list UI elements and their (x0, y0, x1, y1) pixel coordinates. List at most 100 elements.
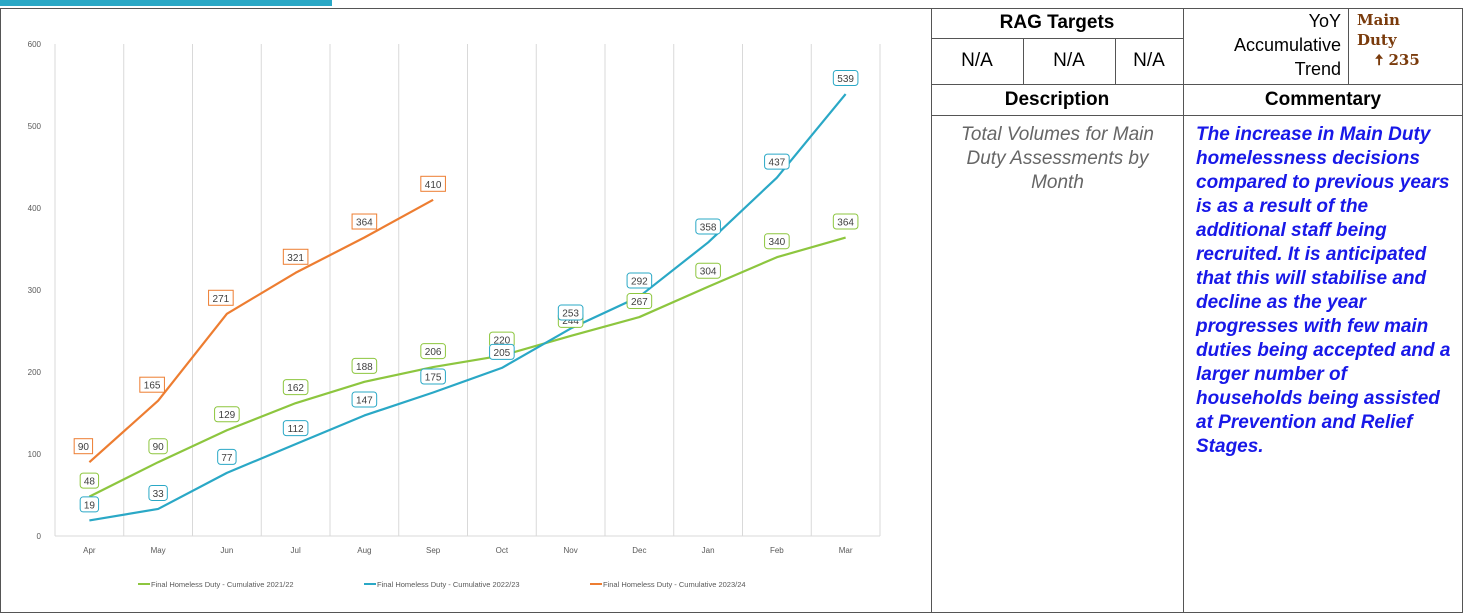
description-header: Description (1004, 88, 1110, 110)
data-label-box (420, 343, 446, 360)
data-label-box (695, 262, 721, 279)
data-label: 90 (78, 442, 90, 453)
rag-targets-title: RAG Targets (999, 12, 1115, 33)
data-label: 410 (425, 180, 442, 191)
data-label: 33 (153, 489, 165, 500)
data-label: 364 (356, 218, 373, 229)
data-label: 539 (837, 74, 854, 85)
x-tick-label: May (151, 546, 166, 555)
data-label: 437 (769, 158, 786, 169)
data-label-box (489, 343, 515, 360)
data-label: 271 (213, 294, 230, 305)
data-label-box (695, 218, 721, 235)
x-tick-label: Oct (496, 546, 509, 555)
data-label-box (217, 448, 237, 465)
data-label-box (148, 438, 168, 455)
panel-column-divider (1183, 8, 1184, 613)
data-label-box (148, 484, 168, 501)
data-label-box (351, 213, 378, 230)
data-label: 147 (356, 395, 373, 406)
data-label: 112 (288, 424, 304, 435)
data-label-box (79, 496, 100, 513)
y-tick-label: 500 (28, 122, 42, 131)
data-label: 48 (84, 477, 96, 488)
data-label: 129 (219, 410, 236, 421)
data-label-box (626, 272, 653, 289)
data-label: 206 (425, 347, 442, 358)
data-label: 175 (425, 373, 442, 384)
data-label: 292 (631, 277, 648, 288)
y-tick-label: 400 (28, 204, 42, 213)
rag-cell-divider (1115, 38, 1116, 84)
accumulative-line: Accumulative (1233, 35, 1341, 55)
data-label-box (420, 368, 446, 385)
data-label: 358 (700, 222, 717, 233)
data-label-box (626, 293, 653, 310)
description-text: Total Volumes for Main Duty Assessments … (961, 124, 1154, 193)
report-frame (0, 8, 1463, 613)
chart-area: 0 100 200 300 400 500 600 Apr May Jun Jul Aug Sep Oct… (0, 8, 932, 613)
legend-label: Final Homeless Duty - Cumulative 2021/22 (151, 580, 294, 589)
data-label: 205 (494, 348, 511, 359)
data-label: 340 (769, 237, 786, 248)
data-label: 220 (494, 336, 511, 347)
main-duty-trend: Main Duty 🠅 235 (1357, 10, 1457, 70)
data-label-box (764, 233, 790, 250)
panel-row-divider (931, 115, 1463, 116)
yoy-line: YoY (1308, 11, 1341, 31)
data-label: 364 (837, 218, 854, 229)
series-line (88, 236, 846, 498)
data-label-box (282, 379, 309, 396)
data-label-box (214, 406, 240, 423)
data-label: 244 (562, 316, 579, 327)
y-tick-label: 600 (28, 40, 42, 49)
main-duty-label-1: Main (1357, 11, 1400, 29)
y-tick-label: 200 (28, 368, 42, 377)
x-tick-label: Jan (702, 546, 715, 555)
data-label-box (139, 376, 165, 393)
x-tick-label: Feb (770, 546, 784, 555)
x-tick-label: Mar (839, 546, 853, 555)
trend-line: Trend (1294, 59, 1341, 79)
data-label-box (208, 289, 234, 306)
data-label: 267 (631, 297, 648, 308)
x-tick-label: Sep (426, 546, 441, 555)
data-label: 162 (287, 383, 304, 394)
cumulative-line-chart: 0 100 200 300 400 500 600 Apr May Jun Jul Aug Sep Oct… (28, 40, 881, 589)
data-label-box (557, 304, 584, 321)
x-tick-label: Jul (291, 546, 301, 555)
accent-bar (0, 0, 332, 6)
rag-row-divider (931, 38, 1183, 39)
data-label-box (73, 438, 94, 455)
data-label-box (351, 357, 378, 374)
data-label: 77 (221, 453, 233, 464)
y-tick-label: 300 (28, 286, 42, 295)
y-tick-label: 100 (28, 450, 42, 459)
data-label-box (282, 420, 309, 437)
panel-divider (931, 8, 932, 613)
main-duty-label-2: Duty (1357, 31, 1397, 49)
data-label: 90 (153, 442, 165, 453)
commentary-text: The increase in Main Duty homelessness d… (1196, 124, 1451, 457)
data-label-box (282, 248, 309, 265)
data-label: 19 (84, 500, 96, 511)
x-tick-label: Aug (357, 546, 371, 555)
yoy-trend-label: YoY Accumulative Trend (1186, 9, 1341, 81)
x-tick-label: Nov (564, 546, 578, 555)
data-label: 304 (700, 267, 717, 278)
x-tick-label: Apr (83, 546, 96, 555)
main-duty-trend-value: 🠅 235 (1375, 50, 1457, 70)
data-label: 321 (287, 253, 304, 264)
trend-cell-divider (1348, 8, 1349, 84)
series-line (88, 198, 434, 464)
legend-label: Final Homeless Duty - Cumulative 2023/24 (603, 580, 746, 589)
data-label-box (79, 472, 100, 489)
rag-target-green: N/A (1133, 50, 1165, 71)
data-label-box (832, 213, 859, 230)
y-tick-label: 0 (37, 532, 42, 541)
x-tick-label: Jun (220, 546, 233, 555)
rag-cell-divider (1023, 38, 1024, 84)
x-tick-label: Dec (632, 546, 646, 555)
data-label: 165 (144, 381, 161, 392)
commentary-header: Commentary (1264, 88, 1382, 110)
